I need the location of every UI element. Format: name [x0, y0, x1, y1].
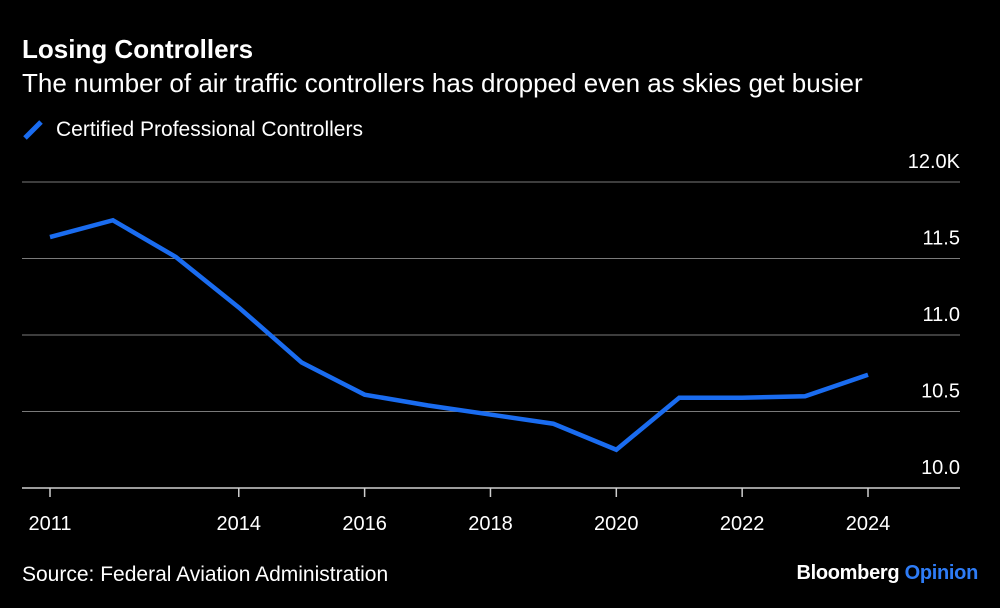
y-tick-label: 12.0K: [908, 151, 961, 173]
chart-title: Losing Controllers: [22, 34, 254, 64]
chart-subtitle: The number of air traffic controllers ha…: [22, 68, 863, 98]
y-tick-label: 10.0: [921, 457, 960, 479]
x-tick-label: 2018: [468, 513, 513, 535]
source-note: Source: Federal Aviation Administration: [22, 563, 389, 586]
legend-swatch-icon: [22, 119, 44, 141]
x-tick-label: 2014: [217, 513, 262, 535]
y-tick-label: 10.5: [921, 381, 960, 403]
brand-name: Bloomberg: [796, 562, 900, 584]
y-tick-label: 11.5: [923, 228, 960, 250]
legend: Certified Professional Controllers: [22, 118, 363, 142]
brand-suffix: Opinion: [904, 562, 979, 584]
x-tick-label: 2011: [28, 513, 71, 535]
series-line: [49, 217, 869, 453]
y-tick-label: 11.0: [923, 304, 960, 326]
x-tick-label: 2022: [720, 513, 765, 535]
x-tick-label: 2020: [594, 513, 639, 535]
x-tick-label: 2024: [846, 513, 891, 535]
brand-logo: Bloomberg Opinion: [796, 562, 978, 585]
legend-label: Certified Professional Controllers: [56, 118, 363, 141]
x-tick-label: 2016: [342, 513, 387, 535]
